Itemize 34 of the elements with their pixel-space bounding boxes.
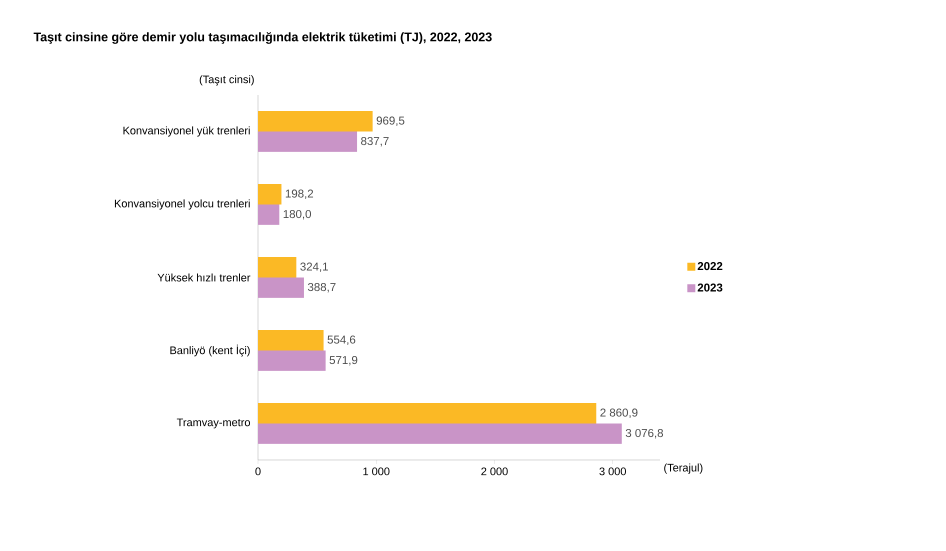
- data-label: 571,9: [330, 356, 358, 366]
- x-tick-label: 3 000: [599, 468, 626, 476]
- legend-label: 2022: [698, 262, 722, 270]
- y-tick-label: Konvansiyonel yolcu trenleri: [114, 199, 250, 210]
- data-label: 180,0: [284, 210, 312, 220]
- data-label: 837,7: [361, 136, 389, 146]
- bar: [258, 111, 373, 132]
- data-label: 324,1: [300, 262, 328, 272]
- bar: [258, 131, 358, 152]
- bar: [258, 204, 280, 225]
- x-tick-label: 0: [255, 468, 261, 476]
- bar: [258, 330, 324, 350]
- y-axis-title: (Taşıt cinsi): [200, 75, 254, 86]
- data-label: 554,6: [328, 336, 356, 346]
- bar: [258, 423, 622, 444]
- x-tick-label: 1 000: [363, 468, 390, 476]
- legend-label: 2023: [698, 283, 722, 292]
- x-axis-title: (Terajul): [664, 464, 702, 474]
- chart-title: Taşıt cinsine göre demir yolu taşımacılığında elektrik tüketimi (TJ), 2022, 2023: [34, 32, 492, 44]
- y-tick-label: Banliyö (kent İçi): [170, 344, 250, 356]
- data-label: 3 076,8: [626, 428, 664, 438]
- bar: [258, 257, 296, 278]
- bar: [258, 350, 326, 371]
- bar: [258, 277, 304, 298]
- y-tick-label: Konvansiyonel yük trenleri: [123, 126, 250, 137]
- bar: [258, 184, 282, 204]
- y-tick-label: Yüksek hızlı trenler: [158, 273, 250, 282]
- data-label: 388,7: [308, 282, 336, 292]
- data-label: 969,5: [376, 116, 404, 126]
- data-label: 198,2: [286, 190, 314, 200]
- y-tick-label: Tramvay-metro: [176, 418, 250, 428]
- x-tick-label: 2 000: [481, 468, 508, 476]
- data-label: 2 860,9: [600, 408, 638, 418]
- bar: [258, 403, 596, 424]
